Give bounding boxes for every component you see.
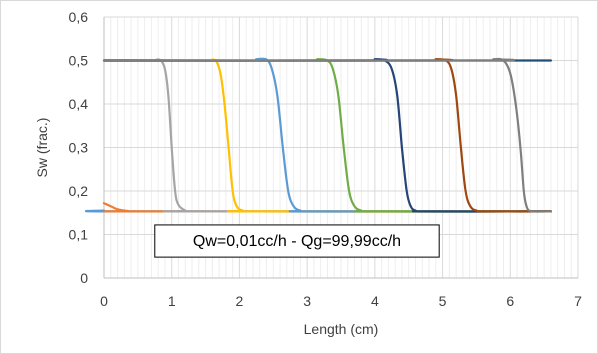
y-tick-label: 0,6 xyxy=(69,9,89,25)
x-tick-label: 7 xyxy=(574,293,582,309)
y-tick-label: 0,1 xyxy=(69,227,89,243)
x-tick-label: 5 xyxy=(439,293,447,309)
y-axis-title: Sw (frac.) xyxy=(34,118,50,178)
x-tick-label: 4 xyxy=(371,293,379,309)
x-axis-title: Length (cm) xyxy=(304,321,379,337)
annotation-text: Qw=0,01cc/h - Qg=99,99cc/h xyxy=(193,233,401,250)
annotation-box xyxy=(154,224,440,258)
y-tick-label: 0,2 xyxy=(69,183,89,199)
x-tick-label: 3 xyxy=(303,293,311,309)
y-tick-label: 0,3 xyxy=(69,140,89,156)
series-lines xyxy=(84,57,552,213)
x-tick-label: 6 xyxy=(506,293,514,309)
tick-labels: 0 0,1 0,2 0,3 0,4 0,5 0,6 0 1 2 3 4 5 6 7 xyxy=(69,9,583,309)
y-tick-label: 0,5 xyxy=(69,53,89,69)
y-tick-label: 0 xyxy=(80,270,88,286)
x-tick-label: 2 xyxy=(236,293,244,309)
x-tick-label: 1 xyxy=(168,293,176,309)
x-tick-label: 0 xyxy=(100,293,108,309)
series-line-10 xyxy=(102,57,552,213)
y-tick-label: 0,4 xyxy=(69,96,89,112)
